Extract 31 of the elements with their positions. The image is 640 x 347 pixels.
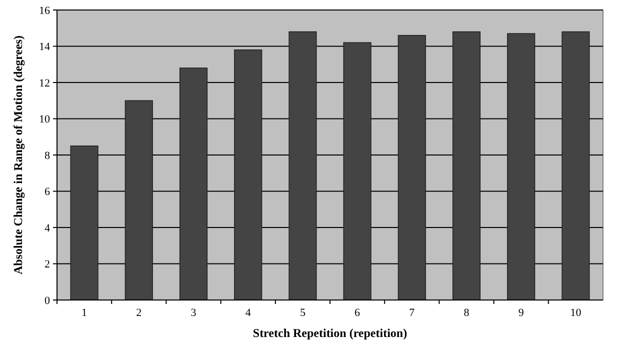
bar <box>288 31 317 300</box>
x-tick-label: 1 <box>82 307 88 319</box>
x-tick-label: 2 <box>136 307 142 319</box>
x-tick-label: 9 <box>518 307 524 319</box>
y-tick-label: 6 <box>44 186 50 198</box>
bar <box>398 34 426 300</box>
bar <box>562 31 590 300</box>
x-tick-label: 7 <box>409 307 416 319</box>
bar <box>70 146 98 300</box>
bar <box>507 33 536 300</box>
y-tick-label: 16 <box>39 4 50 17</box>
x-axis-title: Stretch Repetition (repetition) <box>252 326 408 340</box>
bar <box>179 68 208 300</box>
y-tick-label: 8 <box>44 150 50 162</box>
x-tick-label: 5 <box>300 307 306 319</box>
bar <box>343 42 372 300</box>
y-tick-label: 12 <box>39 77 50 90</box>
bar <box>452 31 481 300</box>
y-tick-label: 0 <box>44 294 50 307</box>
y-tick-label: 14 <box>39 41 50 54</box>
bar <box>234 49 262 300</box>
x-tick-label: 8 <box>464 307 470 319</box>
y-axis-title: Absolute Change in Range of Motion (degrees) <box>11 35 25 275</box>
y-tick-label: 4 <box>44 222 50 234</box>
bar <box>124 100 153 300</box>
x-tick-label: 10 <box>570 307 582 319</box>
x-tick-label: 6 <box>354 307 361 319</box>
x-tick-label: 3 <box>190 307 197 319</box>
y-tick-label: 2 <box>44 258 50 271</box>
x-tick-label: 4 <box>245 307 252 319</box>
y-tick-label: 10 <box>39 114 50 126</box>
